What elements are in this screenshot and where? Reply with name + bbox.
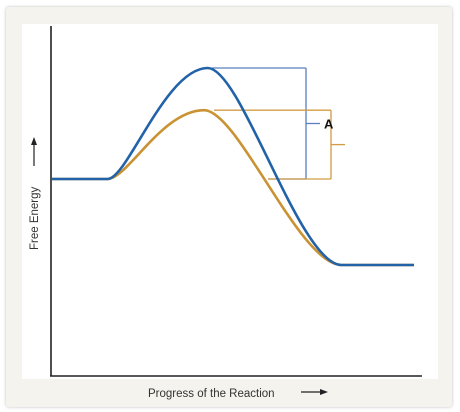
annotation-label-a: A — [324, 117, 334, 132]
plot-background — [22, 24, 438, 379]
x-axis-label: Progress of the Reaction — [148, 388, 275, 400]
curve-uncatalyzed — [52, 66, 414, 267]
curve-catalyzed — [52, 108, 414, 267]
y-axis-arrow — [31, 137, 37, 166]
curves-group — [52, 66, 414, 267]
x-axis-arrow — [301, 389, 328, 395]
y-axis-label: Free Energy — [29, 186, 41, 250]
